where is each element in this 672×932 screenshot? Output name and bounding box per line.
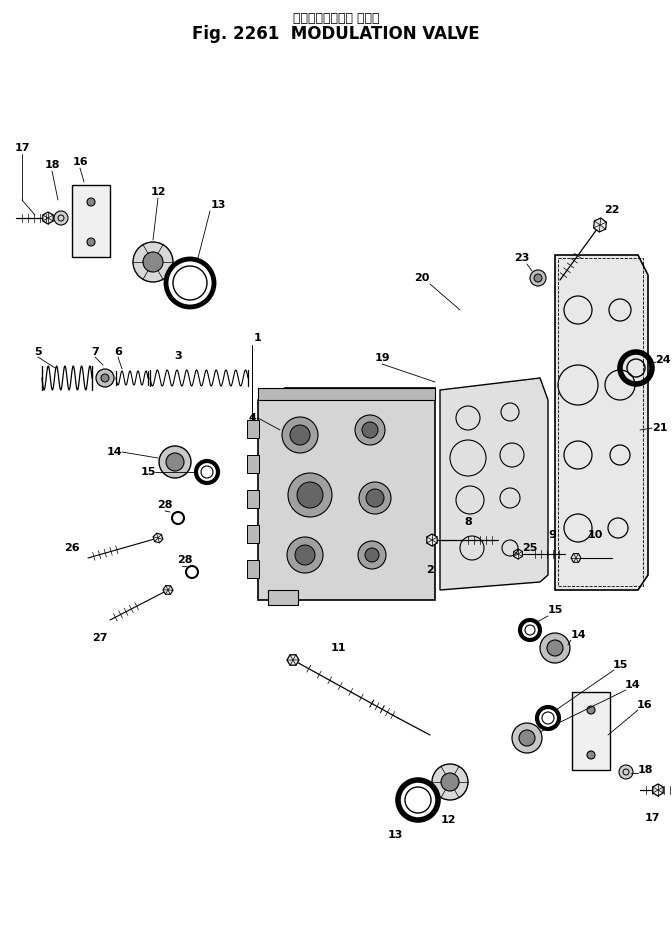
Text: 3: 3 <box>174 351 182 361</box>
Text: 14: 14 <box>108 447 123 457</box>
Polygon shape <box>163 585 173 595</box>
Polygon shape <box>571 554 581 562</box>
Text: 11: 11 <box>330 643 346 653</box>
Circle shape <box>519 730 535 746</box>
Text: 18: 18 <box>44 160 60 170</box>
Polygon shape <box>427 534 437 546</box>
Polygon shape <box>513 549 522 559</box>
Text: 17: 17 <box>644 813 660 823</box>
Polygon shape <box>43 212 53 224</box>
Circle shape <box>512 723 542 753</box>
Text: 24: 24 <box>655 355 671 365</box>
Circle shape <box>362 422 378 438</box>
Circle shape <box>143 252 163 272</box>
Text: 21: 21 <box>653 423 668 433</box>
Text: 2: 2 <box>426 565 434 575</box>
Circle shape <box>534 274 542 282</box>
Text: 20: 20 <box>415 273 429 283</box>
Text: 14: 14 <box>570 630 586 640</box>
Circle shape <box>366 489 384 507</box>
Text: 26: 26 <box>65 543 80 553</box>
Bar <box>247 420 259 438</box>
Circle shape <box>159 446 191 478</box>
Circle shape <box>287 537 323 573</box>
Text: 7: 7 <box>91 347 99 357</box>
Polygon shape <box>653 784 663 796</box>
Circle shape <box>432 764 468 800</box>
Circle shape <box>619 765 633 779</box>
Polygon shape <box>258 388 435 400</box>
Text: 13: 13 <box>210 200 226 210</box>
Circle shape <box>295 545 315 565</box>
Text: 1: 1 <box>254 333 262 343</box>
Bar <box>247 560 259 578</box>
Circle shape <box>166 453 184 471</box>
Circle shape <box>358 541 386 569</box>
Circle shape <box>54 211 68 225</box>
Polygon shape <box>153 533 163 542</box>
Circle shape <box>87 198 95 206</box>
Text: 4: 4 <box>248 413 256 423</box>
Circle shape <box>359 482 391 514</box>
Circle shape <box>297 482 323 508</box>
Bar <box>268 590 298 605</box>
Circle shape <box>547 640 563 656</box>
Text: 16: 16 <box>72 157 88 167</box>
Bar <box>572 692 610 770</box>
Bar <box>558 258 643 586</box>
Text: 15: 15 <box>547 605 562 615</box>
Text: 9: 9 <box>548 530 556 540</box>
Text: モジュレーション バルブ: モジュレーション バルブ <box>293 11 379 24</box>
Polygon shape <box>440 378 548 590</box>
Text: 25: 25 <box>522 543 538 553</box>
Polygon shape <box>287 655 299 665</box>
Bar <box>72 185 110 257</box>
Bar <box>247 455 259 473</box>
Text: 23: 23 <box>514 253 530 263</box>
Circle shape <box>587 751 595 759</box>
Circle shape <box>587 706 595 714</box>
Polygon shape <box>555 255 648 590</box>
Bar <box>247 525 259 543</box>
Text: 22: 22 <box>604 205 620 215</box>
Text: 14: 14 <box>624 680 640 690</box>
Text: 19: 19 <box>374 353 390 363</box>
Text: 18: 18 <box>637 765 653 775</box>
Text: Fig. 2261  MODULATION VALVE: Fig. 2261 MODULATION VALVE <box>192 25 480 43</box>
Text: 17: 17 <box>14 143 30 153</box>
Circle shape <box>441 773 459 791</box>
Circle shape <box>282 417 318 453</box>
Text: 27: 27 <box>92 633 108 643</box>
Text: 15: 15 <box>140 467 156 477</box>
Circle shape <box>288 473 332 517</box>
Text: 13: 13 <box>387 830 403 840</box>
Circle shape <box>96 369 114 387</box>
Text: 5: 5 <box>34 347 42 357</box>
Circle shape <box>540 633 570 663</box>
Text: 8: 8 <box>464 517 472 527</box>
Circle shape <box>355 415 385 445</box>
Circle shape <box>290 425 310 445</box>
Circle shape <box>530 270 546 286</box>
Text: 6: 6 <box>114 347 122 357</box>
Circle shape <box>365 548 379 562</box>
Circle shape <box>87 238 95 246</box>
Text: 12: 12 <box>151 187 166 197</box>
Text: 28: 28 <box>157 500 173 510</box>
Text: 10: 10 <box>587 530 603 540</box>
Polygon shape <box>258 388 435 600</box>
Circle shape <box>101 374 109 382</box>
Text: 16: 16 <box>637 700 653 710</box>
Text: 12: 12 <box>440 815 456 825</box>
Text: 28: 28 <box>177 555 193 565</box>
Circle shape <box>133 242 173 282</box>
Polygon shape <box>593 218 606 232</box>
Text: 15: 15 <box>612 660 628 670</box>
Bar <box>247 490 259 508</box>
